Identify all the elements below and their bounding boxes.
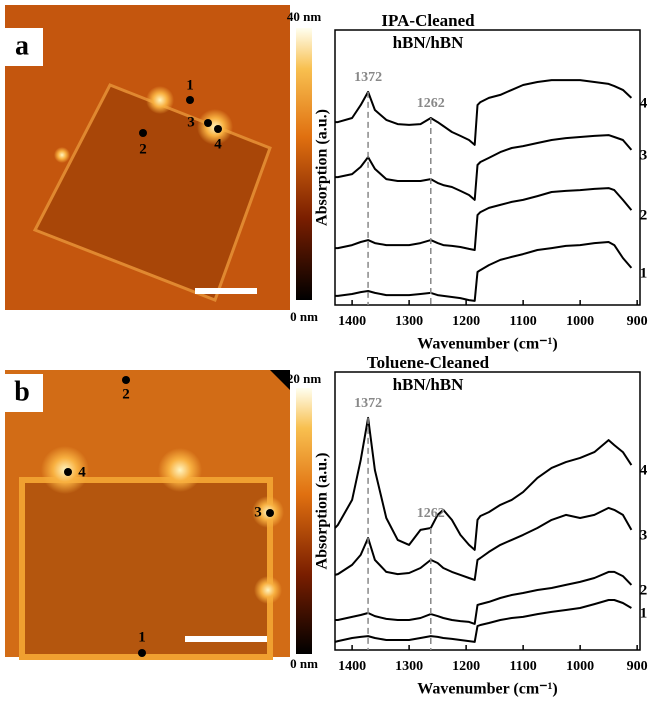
y-axis-label: Absorption (a.u.) xyxy=(314,453,331,570)
point-label: 2 xyxy=(122,386,130,402)
chart-subtitle: hBN/hBN xyxy=(393,375,465,394)
point-label: 1 xyxy=(138,629,146,645)
x-tick-label: 1300 xyxy=(395,314,423,329)
colorbar xyxy=(296,28,312,300)
x-tick-label: 1100 xyxy=(510,314,537,329)
point-label: 4 xyxy=(214,136,222,152)
series-label: 2 xyxy=(640,582,648,598)
panel-label: a xyxy=(15,30,29,61)
y-axis-label: Absorption (a.u.) xyxy=(314,109,331,226)
spectrum-line xyxy=(334,599,632,643)
spectrum-line xyxy=(335,187,633,251)
chart-title: IPA-Cleaned xyxy=(381,11,475,30)
colorbar-min: 0 nm xyxy=(290,656,318,671)
x-tick-label: 1400 xyxy=(338,659,366,674)
series-label: 1 xyxy=(640,605,648,621)
x-tick-label: 900 xyxy=(627,314,648,329)
series-label: 4 xyxy=(640,95,648,111)
plot-frame xyxy=(334,371,641,651)
x-tick-label: 1400 xyxy=(338,314,366,329)
point-label: 1 xyxy=(186,77,194,93)
x-tick-label: 1300 xyxy=(395,659,423,674)
point-label: 2 xyxy=(139,141,147,157)
x-tick-label: 1000 xyxy=(566,314,594,329)
series-label: 2 xyxy=(640,208,648,224)
x-tick-label: 1200 xyxy=(452,314,480,329)
colorbar-max: 40 nm xyxy=(287,9,321,24)
series-label: 4 xyxy=(640,463,648,479)
afm-image-a xyxy=(5,5,290,310)
point-label: 4 xyxy=(78,464,86,480)
series-label: 1 xyxy=(640,265,648,281)
x-tick-label: 1200 xyxy=(452,659,480,674)
x-axis-label: Wavenumber (cm⁻¹) xyxy=(417,336,557,353)
x-axis-label: Wavenumber (cm⁻¹) xyxy=(417,681,557,698)
point-label: 3 xyxy=(254,504,262,520)
peak-label: 1262 xyxy=(417,96,445,111)
spectrum-line xyxy=(334,506,633,581)
panel-label: b xyxy=(14,376,30,407)
peak-label: 1262 xyxy=(417,506,445,521)
afm-image-b xyxy=(5,370,290,660)
point-label: 3 xyxy=(187,114,195,130)
colorbar xyxy=(296,388,312,654)
peak-label: 1372 xyxy=(354,396,382,411)
spectrum-line xyxy=(335,241,633,302)
x-tick-label: 900 xyxy=(627,659,648,674)
chart-subtitle: hBN/hBN xyxy=(393,33,465,52)
colorbar-max: 20 nm xyxy=(287,371,321,386)
spectrum-line xyxy=(335,79,633,146)
peak-label: 1372 xyxy=(354,70,382,85)
chart-title: Toluene-Cleaned xyxy=(367,353,490,372)
colorbar-min: 0 nm xyxy=(290,309,318,324)
series-label: 3 xyxy=(640,147,648,163)
spectrum-line xyxy=(335,134,633,201)
spectrum-line xyxy=(334,416,633,551)
x-tick-label: 1100 xyxy=(510,659,537,674)
plot-frame xyxy=(334,29,641,306)
x-tick-label: 1000 xyxy=(566,659,594,674)
spectrum-line xyxy=(335,570,633,625)
series-label: 3 xyxy=(640,527,648,543)
